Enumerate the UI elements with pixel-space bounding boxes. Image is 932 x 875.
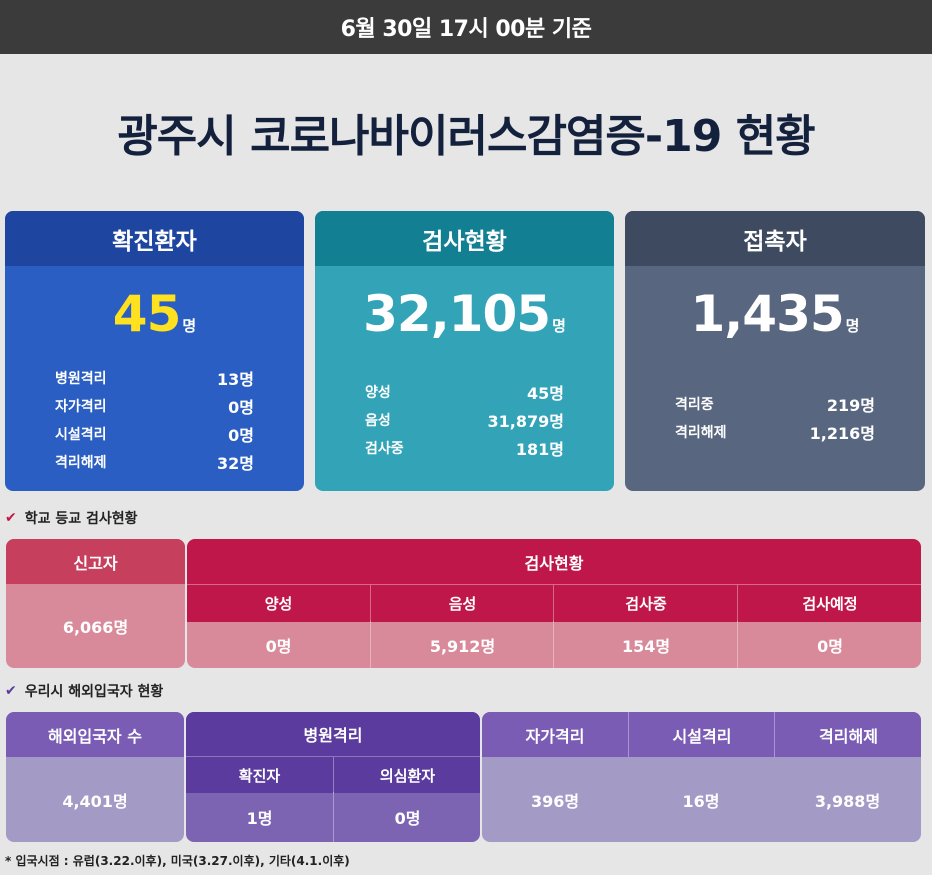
row-label: 병원격리 [55, 371, 107, 387]
overseas-other-col-header: 시설격리 [628, 712, 775, 757]
footnote: * 입국시점 : 유럽(3.22.이후), 미국(3.27.이후), 기타(4.… [5, 854, 350, 868]
overseas-hospital-block: 병원격리 확진자 의심환자 1명 0명 [186, 712, 480, 842]
row-label: 격리해제 [55, 455, 107, 471]
school-col-header: 검사중 [553, 584, 738, 622]
confirmed-row: 병원격리 13명 [55, 364, 254, 392]
tests-breakdown: 양성 45명 음성 31,879명 검사중 181명 [315, 378, 614, 462]
overseas-section-text: 우리시 해외입국자 현황 [24, 684, 164, 700]
check-icon: ✔ [5, 683, 17, 699]
tests-card: 검사현황 32,105 명 양성 45명 음성 31,879명 검사중 181명 [315, 211, 614, 491]
row-value: 31,879명 [487, 412, 564, 431]
page-title: 광주시 코로나바이러스감염증-19 현황 [117, 111, 815, 162]
row-value: 0명 [228, 398, 254, 417]
school-col-value: 154명 [553, 621, 738, 668]
row-value: 0명 [228, 426, 254, 445]
row-value: 181명 [515, 440, 564, 459]
contacts-row: 격리해제 1,216명 [675, 418, 875, 446]
school-tests-header: 검사현황 [187, 539, 921, 584]
overseas-arrivals-block: 해외입국자 수 4,401명 [6, 712, 184, 842]
overseas-hospital-col-value: 0명 [333, 792, 480, 842]
row-label: 격리해제 [675, 425, 727, 441]
contacts-row: 격리중 219명 [675, 390, 875, 418]
confirmed-breakdown: 병원격리 13명 자가격리 0명 시설격리 0명 격리해제 32명 [5, 364, 304, 476]
overseas-other-col-value: 3,988명 [814, 791, 881, 811]
overseas-hospital-header: 병원격리 [186, 712, 480, 756]
contacts-total: 1,435 명 [625, 284, 925, 356]
school-reporters-value: 6,066명 [62, 618, 129, 637]
overseas-hospital-col-value: 1명 [246, 809, 273, 828]
confirmed-card-title: 확진환자 [5, 211, 304, 266]
contacts-breakdown: 격리중 219명 격리해제 1,216명 [625, 390, 925, 446]
school-section-text: 학교 등교 검사현황 [24, 511, 138, 527]
row-label: 시설격리 [55, 427, 107, 443]
row-label: 자가격리 [55, 399, 107, 415]
school-reporters-header: 신고자 [6, 539, 185, 584]
timestamp-bar: 6월 30일 17시 00분 기준 [0, 0, 932, 54]
confirmed-total-number: 45 [112, 285, 182, 343]
row-label: 양성 [365, 385, 391, 401]
school-tests-block: 검사현황 양성 음성 검사중 검사예정 0명 5,912명 154명 0명 [187, 539, 921, 668]
overseas-other-block: 자가격리 시설격리 격리해제 396명 16명 3,988명 [482, 712, 921, 842]
school-col-header: 양성 [187, 584, 370, 622]
school-col-value: 5,912명 [370, 621, 554, 668]
overseas-other-col-value: 396명 [530, 791, 580, 811]
school-col-header: 음성 [370, 584, 554, 622]
overseas-other-col-header: 자가격리 [482, 712, 628, 757]
row-label: 격리중 [675, 397, 714, 413]
confirmed-total: 45 명 [5, 284, 304, 356]
timestamp-text: 6월 30일 17시 00분 기준 [340, 17, 592, 42]
tests-card-title: 검사현황 [315, 211, 614, 266]
overseas-hospital-col-header: 의심환자 [333, 756, 480, 793]
school-reporters-block: 신고자 6,066명 [6, 539, 185, 668]
confirmed-row: 자가격리 0명 [55, 392, 254, 420]
contacts-total-number: 1,435 [690, 285, 845, 343]
check-icon: ✔ [5, 510, 17, 526]
tests-total-number: 32,105 [363, 285, 551, 343]
overseas-arrivals-value: 4,401명 [62, 791, 128, 811]
school-col-value: 0명 [737, 621, 921, 668]
confirmed-total-unit: 명 [182, 317, 197, 335]
overseas-other-col-value: 16명 [682, 791, 720, 811]
tests-row: 양성 45명 [365, 378, 564, 406]
school-col-header: 검사예정 [737, 584, 921, 622]
row-value: 1,216명 [809, 424, 875, 443]
tests-row: 검사중 181명 [365, 434, 564, 462]
overseas-arrivals-header: 해외입국자 수 [6, 712, 184, 757]
overseas-other-col-header: 격리해제 [774, 712, 921, 757]
row-value: 13명 [217, 370, 254, 389]
tests-total-unit: 명 [552, 317, 566, 335]
row-value: 32명 [217, 454, 254, 473]
school-section-label: ✔ 학교 등교 검사현황 [5, 508, 138, 528]
row-value: 219명 [826, 396, 875, 415]
school-col-value: 0명 [265, 636, 292, 656]
confirmed-card: 확진환자 45 명 병원격리 13명 자가격리 0명 시설격리 0명 격리해제 32명 [5, 211, 304, 491]
overseas-hospital-col-header: 확진자 [186, 756, 333, 793]
row-label: 음성 [365, 413, 391, 429]
row-label: 검사중 [365, 441, 404, 457]
row-value: 45명 [527, 384, 564, 403]
tests-total: 32,105 명 [315, 284, 614, 356]
contacts-total-unit: 명 [845, 317, 860, 335]
contacts-card-title: 접촉자 [625, 211, 925, 266]
contacts-card: 접촉자 1,435 명 격리중 219명 격리해제 1,216명 [625, 211, 925, 491]
confirmed-row: 격리해제 32명 [55, 448, 254, 476]
overseas-section-label: ✔ 우리시 해외입국자 현황 [5, 681, 163, 701]
tests-row: 음성 31,879명 [365, 406, 564, 434]
confirmed-row: 시설격리 0명 [55, 420, 254, 448]
